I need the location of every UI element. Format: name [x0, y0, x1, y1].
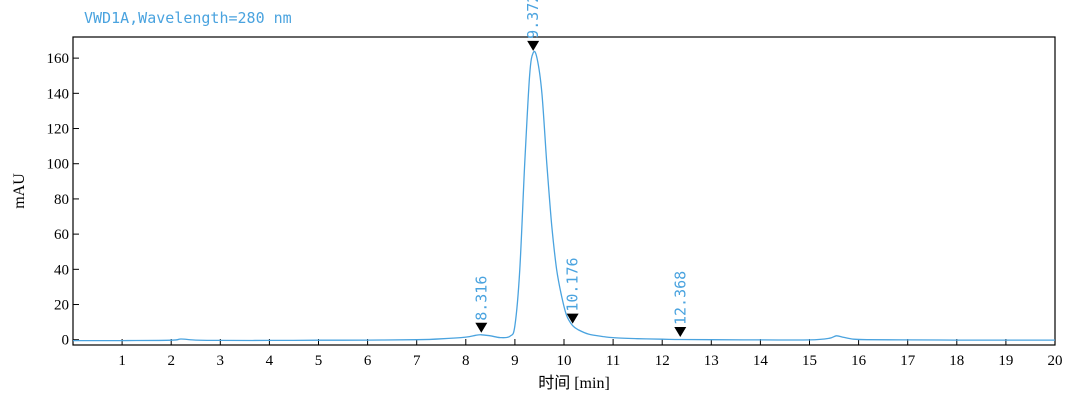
x-tick-label: 3 — [217, 353, 225, 369]
peak-marker — [674, 327, 687, 337]
x-tick-label: 4 — [266, 353, 274, 369]
x-tick-label: 18 — [949, 353, 964, 369]
x-tick-label: 14 — [753, 353, 769, 369]
x-tick-label: 12 — [655, 353, 670, 369]
peak-markers: 8.316 9.372 10.176 12.368 — [472, 0, 689, 337]
x-tick-label: 9 — [511, 353, 519, 369]
x-tick-label: 1 — [118, 353, 126, 369]
y-tick-label: 20 — [54, 298, 69, 314]
peak-marker — [475, 322, 488, 333]
y-tick-label: 40 — [54, 262, 69, 278]
x-tick-label: 20 — [1048, 353, 1063, 369]
peak-label: 9.372 — [524, 0, 542, 39]
x-tick-label: 7 — [413, 353, 421, 369]
y-tick-label: 160 — [47, 51, 70, 67]
x-tick-label: 11 — [606, 353, 620, 369]
y-tick-label: 140 — [47, 86, 70, 102]
peak-marker — [527, 40, 540, 51]
chart-title: VWD1A,Wavelength=280 nm — [84, 9, 292, 27]
x-tick-label: 2 — [167, 353, 175, 369]
y-tick-label: 0 — [62, 333, 70, 349]
peak-label: 10.176 — [564, 257, 582, 311]
chromatogram-trace — [72, 50, 1055, 342]
y-tick-label: 80 — [54, 192, 69, 208]
x-tick-label: 17 — [900, 353, 916, 369]
y-axis-ticks: 0 20 40 60 80 100 120 140 160 — [47, 51, 79, 349]
x-tick-label: 10 — [557, 353, 572, 369]
x-tick-label: 19 — [998, 353, 1013, 369]
peak-label: 8.316 — [472, 276, 490, 321]
y-axis-label: mAU — [11, 173, 28, 209]
x-axis-ticks: 1 2 3 4 5 6 7 8 9 10 11 12 13 14 15 16 17 18 19 20 — [118, 339, 1063, 369]
x-tick-label: 5 — [315, 353, 323, 369]
x-axis-label: 时间 [min] — [538, 374, 610, 392]
x-tick-label: 6 — [364, 353, 372, 369]
y-tick-label: 60 — [54, 227, 69, 243]
x-tick-label: 8 — [462, 353, 470, 369]
y-tick-label: 120 — [47, 122, 70, 138]
x-tick-label: 13 — [704, 353, 719, 369]
x-tick-label: 16 — [851, 353, 867, 369]
peak-label: 12.368 — [671, 271, 689, 325]
x-tick-label: 15 — [802, 353, 817, 369]
y-tick-label: 100 — [47, 157, 70, 173]
peak-marker — [566, 313, 579, 324]
